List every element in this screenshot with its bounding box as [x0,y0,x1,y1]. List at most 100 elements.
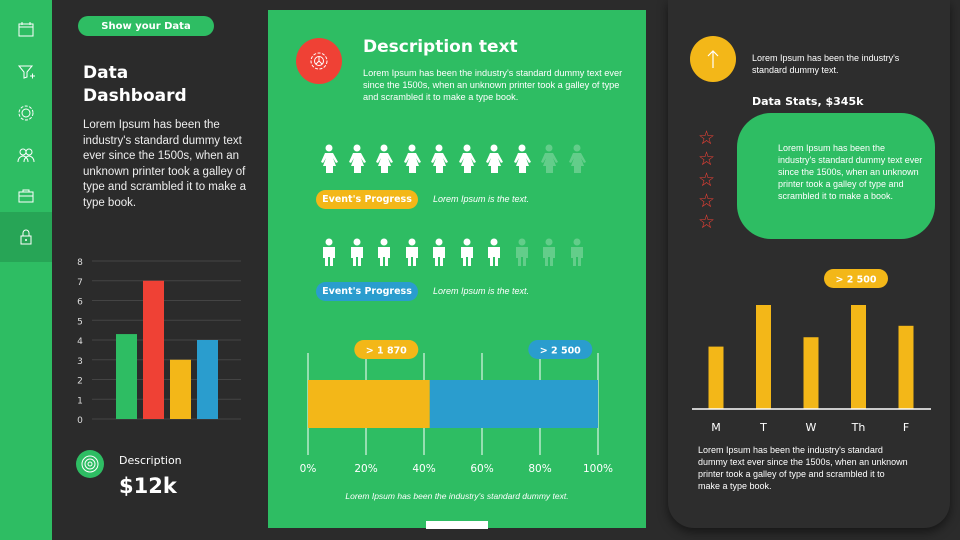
bar [756,305,771,409]
events-progress-badge[interactable]: Event's Progress [316,190,418,209]
bar [803,337,819,409]
stat-label: Description [119,454,182,467]
man-icon [488,238,500,266]
show-data-badge[interactable]: Show your Data [78,16,214,36]
sidebar-item[interactable] [0,212,52,262]
bar [851,305,866,409]
woman-icon [486,144,503,173]
value-badge-label: > 1 870 [366,346,407,357]
y-tick-label: 1 [77,396,83,406]
bar [143,280,164,419]
woman-icon [541,144,558,173]
stats-title: Data Stats, $345k [752,95,864,108]
arrow-up-icon [690,36,736,82]
x-tick-label: F [903,421,909,434]
man-icon [405,238,418,266]
sidebar-item[interactable] [0,47,52,97]
bottom-text: Lorem Ipsum has been the industry's stan… [698,445,908,491]
woman-icon [403,144,421,173]
value-badge-label: > 2 500 [835,275,876,286]
value-badge [824,269,888,288]
briefcase-icon [18,189,34,203]
y-tick-label: 7 [77,278,83,288]
top-text: Lorem Ipsum has been the industry's stan… [752,53,900,75]
bar [197,340,218,419]
value-badge [528,340,593,359]
star-icon: ☆ [698,169,716,191]
man-icon [433,238,445,266]
x-tick-label: M [711,421,721,434]
intro-text: Lorem Ipsum has been the industry's stan… [83,119,246,209]
x-tick-label: 60% [470,463,493,475]
x-tick-label: 80% [528,463,551,475]
stat-icon [76,450,104,478]
woman-icon [513,144,531,173]
calendar-icon [18,22,34,37]
woman-icon [348,144,366,173]
card-text: Lorem Ipsum has been the industry's stan… [778,143,923,201]
center-text: Lorem Ipsum has been the industry's stan… [363,68,623,102]
star-rating: ☆ ☆ ☆ ☆ ☆ [698,128,720,233]
center-panel: Description text Lorem Ipsum has been th… [268,10,646,528]
x-tick-label: 20% [354,463,377,475]
target-icon [81,455,99,473]
bar-segment [429,380,598,428]
woman-icon [321,144,338,173]
bar [116,334,137,419]
filter-add-icon [17,65,35,79]
man-icon [460,238,473,266]
star-icon: ☆ [698,211,716,233]
sidebar-item[interactable] [0,130,52,180]
center-title: Description text [363,37,518,57]
x-tick-label: Th [851,421,866,434]
sidebar-item[interactable] [0,5,52,55]
page-tab[interactable] [426,521,488,529]
man-icon [323,238,335,266]
x-tick-label: 40% [412,463,435,475]
y-tick-label: 4 [77,337,83,347]
star-icon: ☆ [698,148,716,170]
y-tick-label: 0 [77,416,83,426]
y-tick-label: 6 [77,298,83,308]
events-progress-badge[interactable]: Event's Progress [316,282,418,301]
x-tick-label: 0% [300,463,317,475]
x-tick-label: 100% [583,463,613,475]
star-icon: ☆ [698,190,716,212]
man-icon [350,238,363,266]
right-panel: Lorem Ipsum has been the industry's stan… [668,0,950,528]
title-line: Data [83,63,129,83]
star-icon: ☆ [698,127,716,149]
info-card: Lorem Ipsum has been the industry's stan… [737,113,935,239]
progress-caption: Lorem Ipsum is the text. [433,286,530,296]
bar-segment [308,380,430,428]
gear-icon-badge [296,38,342,84]
bar [708,346,724,409]
y-tick-label: 3 [77,357,83,367]
left-bar-chart: 0 1 2 3 4 5 6 7 8 [77,258,241,426]
man-icon [378,238,390,266]
bar [170,359,191,419]
x-tick-label: T [759,421,767,434]
women-pictogram [268,144,646,176]
stat-value: $12k [119,474,177,498]
title-line: Dashboard [83,86,187,106]
woman-icon [376,144,393,173]
progress-caption: Lorem Ipsum is the text. [433,194,530,204]
y-tick-label: 5 [77,317,83,327]
man-icon [515,238,528,266]
y-tick-label: 2 [77,377,83,387]
stacked-progress-chart: 0% 20% 40% 60% 80% 100% > 1 870 > 2 500 [300,340,613,475]
bar [898,325,914,409]
woman-icon [568,144,586,173]
sidebar-item[interactable] [0,88,52,138]
gear-icon [18,105,34,121]
center-footer: Lorem Ipsum has been the industry's stan… [345,491,569,501]
man-icon [543,238,555,266]
value-badge [354,340,419,359]
men-pictogram [268,238,646,270]
woman-icon [431,144,448,173]
woman-icon [458,144,476,173]
man-icon [570,238,583,266]
sidebar-item[interactable] [0,171,52,221]
x-tick-label: W [806,421,817,434]
